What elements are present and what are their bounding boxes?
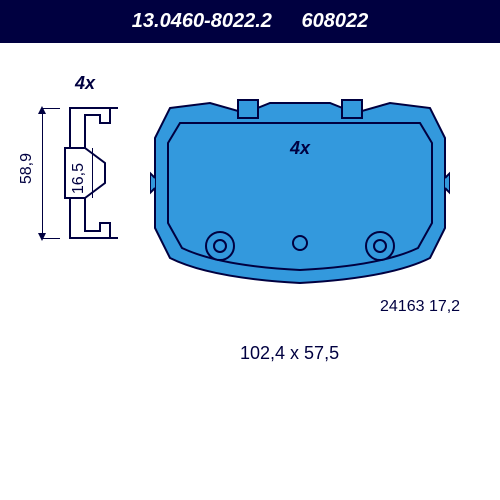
ext-line bbox=[42, 238, 60, 239]
arrow-icon bbox=[38, 233, 46, 241]
clip-width-dim: 16,5 bbox=[70, 163, 88, 194]
dim-line-clip-w bbox=[92, 148, 93, 198]
ext-line bbox=[42, 108, 60, 109]
clip-height-dim: 58,9 bbox=[18, 153, 36, 184]
brake-pad-drawing bbox=[150, 98, 450, 288]
dim-line-clip-h bbox=[42, 108, 43, 238]
pad-ref-thickness: 24163 17,2 bbox=[380, 298, 460, 316]
pad-width-height: 102,4 x 57,5 bbox=[240, 343, 339, 364]
part-number: 13.0460-8022.2 bbox=[132, 10, 272, 32]
clip-qty-label: 4x bbox=[75, 73, 95, 94]
header-bar: 13.0460-8022.2 608022 bbox=[0, 0, 500, 43]
product-code: 608022 bbox=[301, 10, 368, 32]
clip-drawing bbox=[60, 103, 120, 243]
diagram-area: 4x 58,9 16,5 bbox=[0, 43, 500, 443]
pad-qty-label: 4x bbox=[290, 138, 310, 159]
